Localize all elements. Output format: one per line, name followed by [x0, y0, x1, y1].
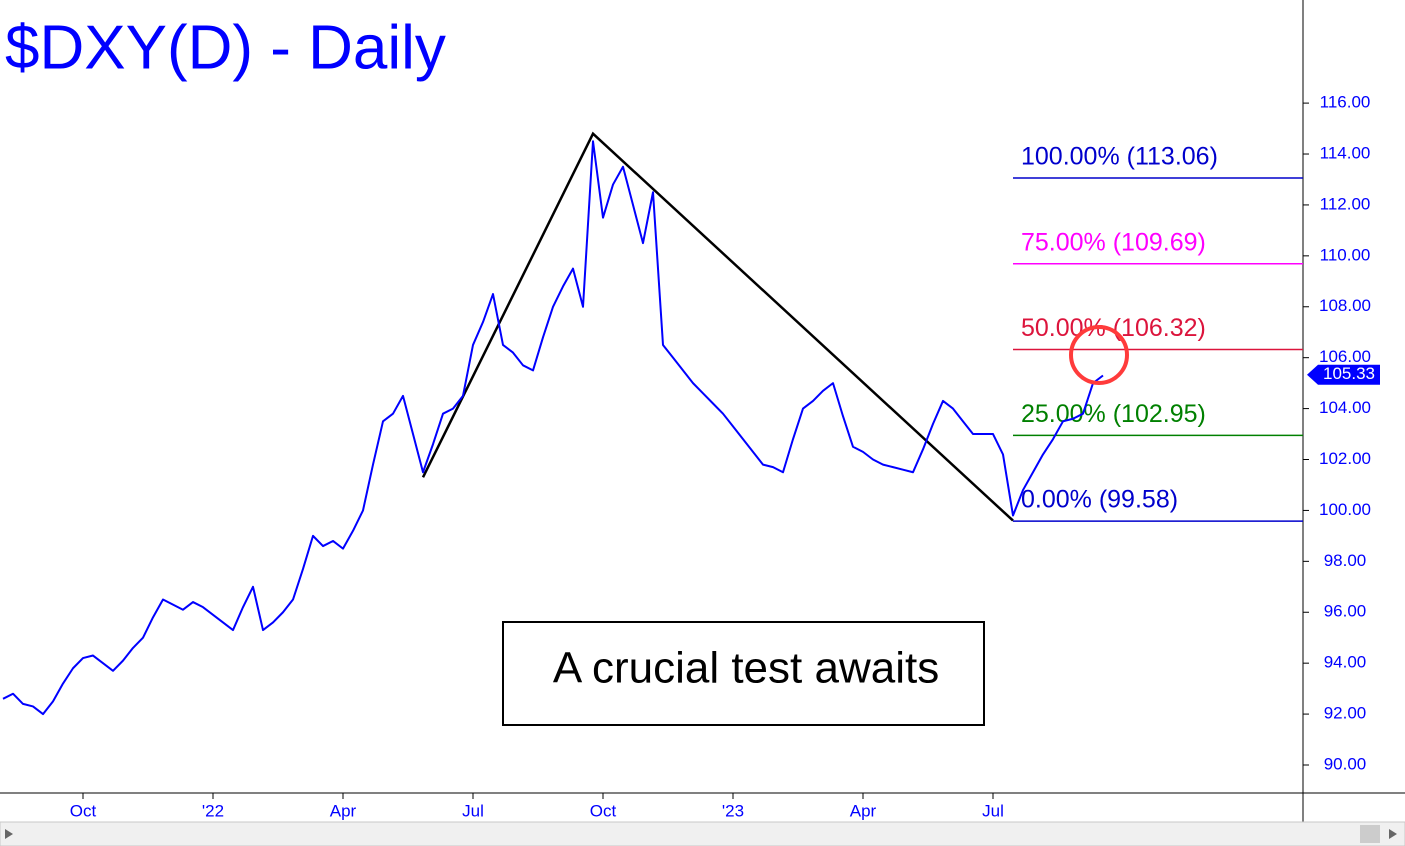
fib-level-label: 75.00% (109.69) [1021, 228, 1206, 256]
x-tick-label: Jul [982, 801, 1004, 820]
x-tick-label: Oct [590, 801, 617, 820]
scroll-thumb[interactable] [1360, 825, 1380, 843]
annotation-box [502, 621, 985, 726]
x-tick-label: Apr [850, 801, 877, 820]
last-value-label: 105.33 [1323, 364, 1375, 383]
fib-level-label: 0.00% (99.58) [1021, 486, 1178, 514]
x-tick-label: '23 [722, 801, 744, 820]
x-tick-label: Oct [70, 801, 97, 820]
y-tick-label: 112.00 [1320, 194, 1371, 213]
scroll-left[interactable] [5, 829, 13, 839]
y-tick-label: 106.00 [1319, 347, 1371, 366]
fib-level-label: 25.00% (102.95) [1021, 400, 1206, 428]
scrollbar[interactable] [0, 821, 1405, 846]
chart-title: $DXY(D) - Daily [5, 13, 446, 82]
x-tick-label: '22 [202, 801, 224, 820]
y-tick-label: 116.00 [1320, 93, 1371, 112]
y-tick-label: 102.00 [1319, 449, 1371, 468]
y-tick-label: 90.00 [1324, 754, 1367, 773]
y-tick-label: 114.00 [1320, 144, 1371, 163]
y-tick-label: 94.00 [1324, 653, 1367, 672]
price-line [2, 140, 1104, 716]
y-tick-label: 108.00 [1319, 296, 1371, 315]
y-tick-label: 100.00 [1319, 500, 1371, 519]
annotation: A crucial test awaits [553, 644, 939, 693]
fib-level-label: 100.00% (113.06) [1021, 143, 1218, 171]
x-tick-label: Jul [462, 801, 484, 820]
last-value-marker [1307, 364, 1380, 385]
y-tick-label: 110.00 [1320, 245, 1371, 264]
y-tick-label: 96.00 [1324, 602, 1367, 621]
trendline [421, 131, 1014, 522]
highlight-circle [1069, 325, 1129, 385]
scroll-right[interactable] [1389, 829, 1397, 839]
y-tick-label: 98.00 [1324, 551, 1367, 570]
y-tick-label: 104.00 [1319, 398, 1371, 417]
y-tick-label: 92.00 [1324, 704, 1367, 723]
x-tick-label: Apr [330, 801, 357, 820]
fib-level-label: 50.00% (106.32) [1021, 314, 1206, 342]
